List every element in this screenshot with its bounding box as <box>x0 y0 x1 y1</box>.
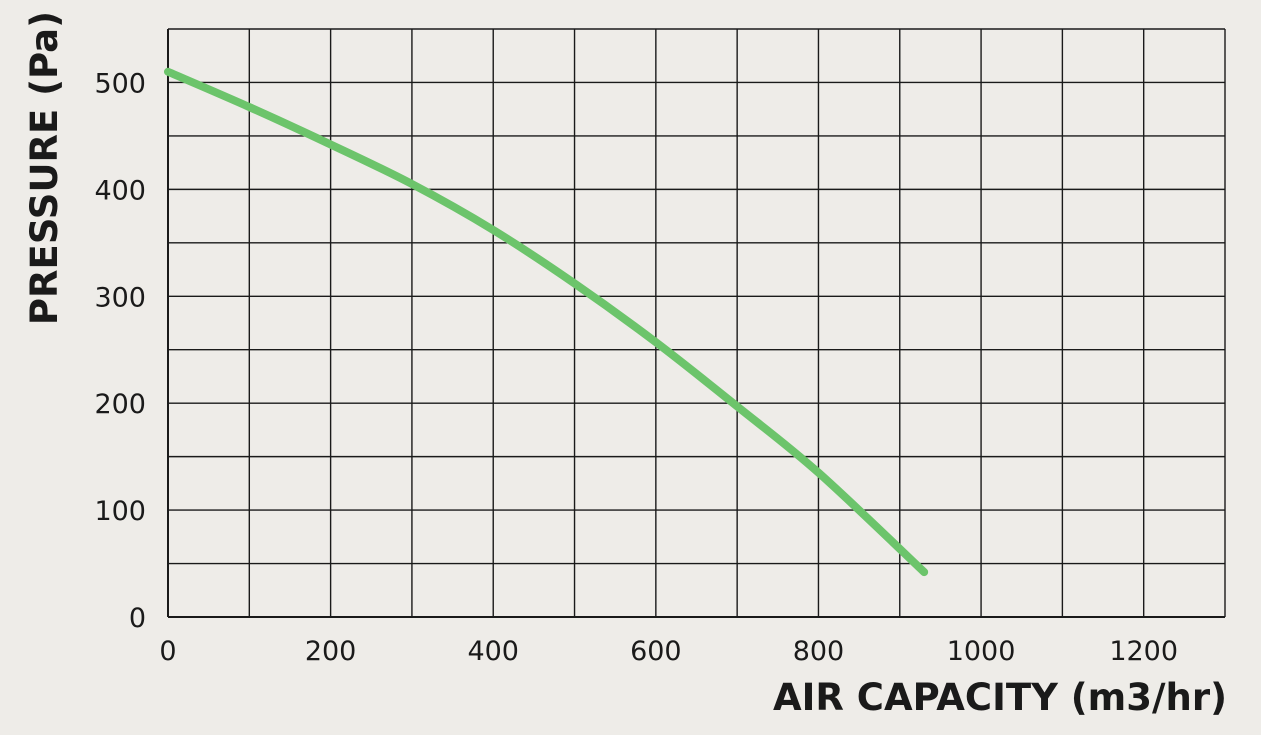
y-tick-label: 400 <box>94 175 146 206</box>
x-tick-label: 600 <box>630 636 682 667</box>
y-tick-label: 300 <box>94 282 146 313</box>
x-axis-ticks: 0 200 400 600 800 1000 1200 <box>159 636 1178 667</box>
grid-lines <box>167 28 1226 618</box>
x-tick-label: 400 <box>467 636 519 667</box>
y-tick-label: 100 <box>94 496 146 527</box>
x-tick-label: 1200 <box>1109 636 1178 667</box>
y-tick-label: 0 <box>129 603 146 634</box>
series-group <box>164 67 929 577</box>
x-tick-label: 200 <box>305 636 357 667</box>
x-tick-label: 0 <box>159 636 176 667</box>
x-tick-label: 800 <box>793 636 845 667</box>
y-tick-label: 200 <box>94 389 146 420</box>
y-tick-label: 500 <box>94 68 146 99</box>
series-line <box>164 67 929 577</box>
y-axis-title: PRESSURE (Pa) <box>23 11 66 325</box>
y-axis-ticks: 0 100 200 300 400 500 <box>94 68 146 634</box>
x-tick-label: 1000 <box>947 636 1016 667</box>
x-axis-title: AIR CAPACITY (m3/hr) <box>773 676 1227 719</box>
